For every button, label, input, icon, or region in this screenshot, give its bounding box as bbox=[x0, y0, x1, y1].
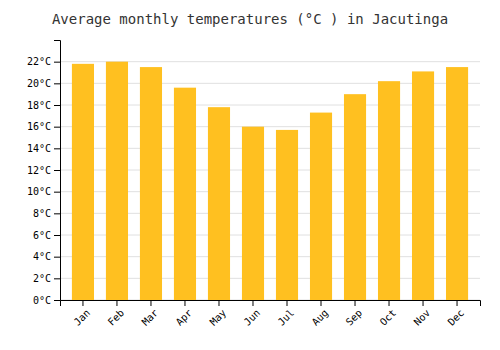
tick-mark bbox=[287, 300, 288, 306]
tick: Oct bbox=[378, 300, 399, 328]
tick-mark bbox=[54, 257, 60, 258]
tick: Sep bbox=[344, 300, 365, 328]
tick: 6°C bbox=[33, 230, 60, 241]
tick-mark bbox=[54, 83, 60, 84]
tick-mark bbox=[184, 300, 185, 306]
tick: Feb bbox=[106, 300, 127, 328]
tick: Mar bbox=[140, 300, 161, 328]
tick: 18°C bbox=[27, 100, 60, 111]
tick: May bbox=[208, 300, 229, 328]
tick-mark bbox=[389, 300, 390, 306]
grid bbox=[60, 62, 480, 300]
tick-mark bbox=[54, 105, 60, 106]
tick-label: Nov bbox=[412, 307, 433, 328]
tick-label: Aug bbox=[310, 307, 331, 328]
tick-label: Jul bbox=[276, 307, 297, 328]
tick-mark bbox=[321, 300, 322, 306]
tick-label: 20°C bbox=[27, 78, 51, 89]
bar bbox=[310, 113, 332, 300]
bar bbox=[72, 64, 94, 300]
bar bbox=[446, 67, 468, 300]
tick-label: Jun bbox=[242, 307, 263, 328]
tick-label: Mar bbox=[140, 307, 161, 328]
y-axis: 0°C 2°C 4°C 6°C 8°C 10°C 12°C 14°C 16°C 18°C 20°C 2… bbox=[27, 41, 61, 306]
tick: 10°C bbox=[27, 186, 60, 197]
tick-label: 8°C bbox=[33, 208, 51, 219]
tick: 14°C bbox=[27, 143, 60, 154]
tick-mark bbox=[54, 148, 60, 149]
tick-mark bbox=[150, 300, 151, 306]
chart: 0°C 2°C 4°C 6°C 8°C 10°C 12°C 14°C 16°C 18°C 20°C 2… bbox=[0, 0, 500, 350]
tick-label: 2°C bbox=[33, 273, 51, 284]
tick: Jan bbox=[72, 300, 93, 328]
tick-label: 12°C bbox=[27, 165, 51, 176]
tick: 20°C bbox=[27, 78, 60, 89]
bar bbox=[174, 88, 196, 300]
plot: 0°C 2°C 4°C 6°C 8°C 10°C 12°C 14°C 16°C 18°C 20°C 2… bbox=[27, 41, 481, 328]
bar bbox=[344, 94, 366, 300]
bar bbox=[140, 67, 162, 300]
tick-mark bbox=[218, 300, 219, 306]
bar bbox=[106, 62, 128, 300]
tick: Dec bbox=[446, 300, 467, 328]
bar bbox=[208, 107, 230, 300]
bars bbox=[72, 62, 468, 300]
tick-label: Oct bbox=[378, 307, 399, 328]
tick-mark bbox=[116, 300, 117, 306]
tick-mark bbox=[423, 300, 424, 306]
tick-label: Feb bbox=[106, 307, 127, 328]
tick-mark bbox=[54, 235, 60, 236]
tick: 22°C bbox=[27, 56, 60, 67]
bar bbox=[242, 127, 264, 300]
tick-label: May bbox=[208, 307, 229, 328]
tick-label: 6°C bbox=[33, 230, 51, 241]
title: Average monthly temperatures (°C ) in Ja… bbox=[52, 11, 448, 27]
tick-label: 16°C bbox=[27, 121, 51, 132]
tick: 12°C bbox=[27, 165, 60, 176]
tick: 4°C bbox=[33, 251, 60, 262]
tick: Apr bbox=[174, 300, 195, 328]
bar bbox=[276, 130, 298, 300]
bar bbox=[412, 71, 434, 300]
bar bbox=[378, 81, 400, 300]
axis-line bbox=[54, 41, 61, 301]
tick: 0°C bbox=[33, 295, 60, 306]
tick: 2°C bbox=[33, 273, 60, 284]
tick-label: Jan bbox=[72, 307, 93, 328]
tick-label: Sep bbox=[344, 307, 365, 328]
tick-label: Apr bbox=[174, 307, 195, 328]
tick-mark bbox=[54, 300, 60, 301]
tick: 16°C bbox=[27, 121, 60, 132]
tick-mark bbox=[355, 300, 356, 306]
tick: Jun bbox=[242, 300, 263, 328]
tick-mark bbox=[82, 300, 83, 306]
tick-mark bbox=[54, 127, 60, 128]
tick-mark bbox=[54, 192, 60, 193]
tick: 8°C bbox=[33, 208, 60, 219]
tick-label: 22°C bbox=[27, 56, 51, 67]
tick-label: 14°C bbox=[27, 143, 51, 154]
tick-label: 4°C bbox=[33, 251, 51, 262]
tick-label: 18°C bbox=[27, 100, 51, 111]
tick: Aug bbox=[310, 300, 331, 328]
tick: Jul bbox=[276, 300, 297, 328]
tick-mark bbox=[54, 62, 60, 63]
tick: Nov bbox=[412, 300, 433, 328]
tick-mark bbox=[54, 213, 60, 214]
tick-mark bbox=[54, 278, 60, 279]
x-axis: Jan Feb Mar Apr May Jun Jul Aug Sep Oct Nov Dec bbox=[61, 300, 481, 328]
tick-label: Dec bbox=[446, 307, 467, 328]
axis-line bbox=[61, 301, 481, 307]
tick-label: 0°C bbox=[33, 295, 51, 306]
tick-label: 10°C bbox=[27, 186, 51, 197]
tick-mark bbox=[252, 300, 253, 306]
tick-mark bbox=[54, 170, 60, 171]
tick-mark bbox=[457, 300, 458, 306]
